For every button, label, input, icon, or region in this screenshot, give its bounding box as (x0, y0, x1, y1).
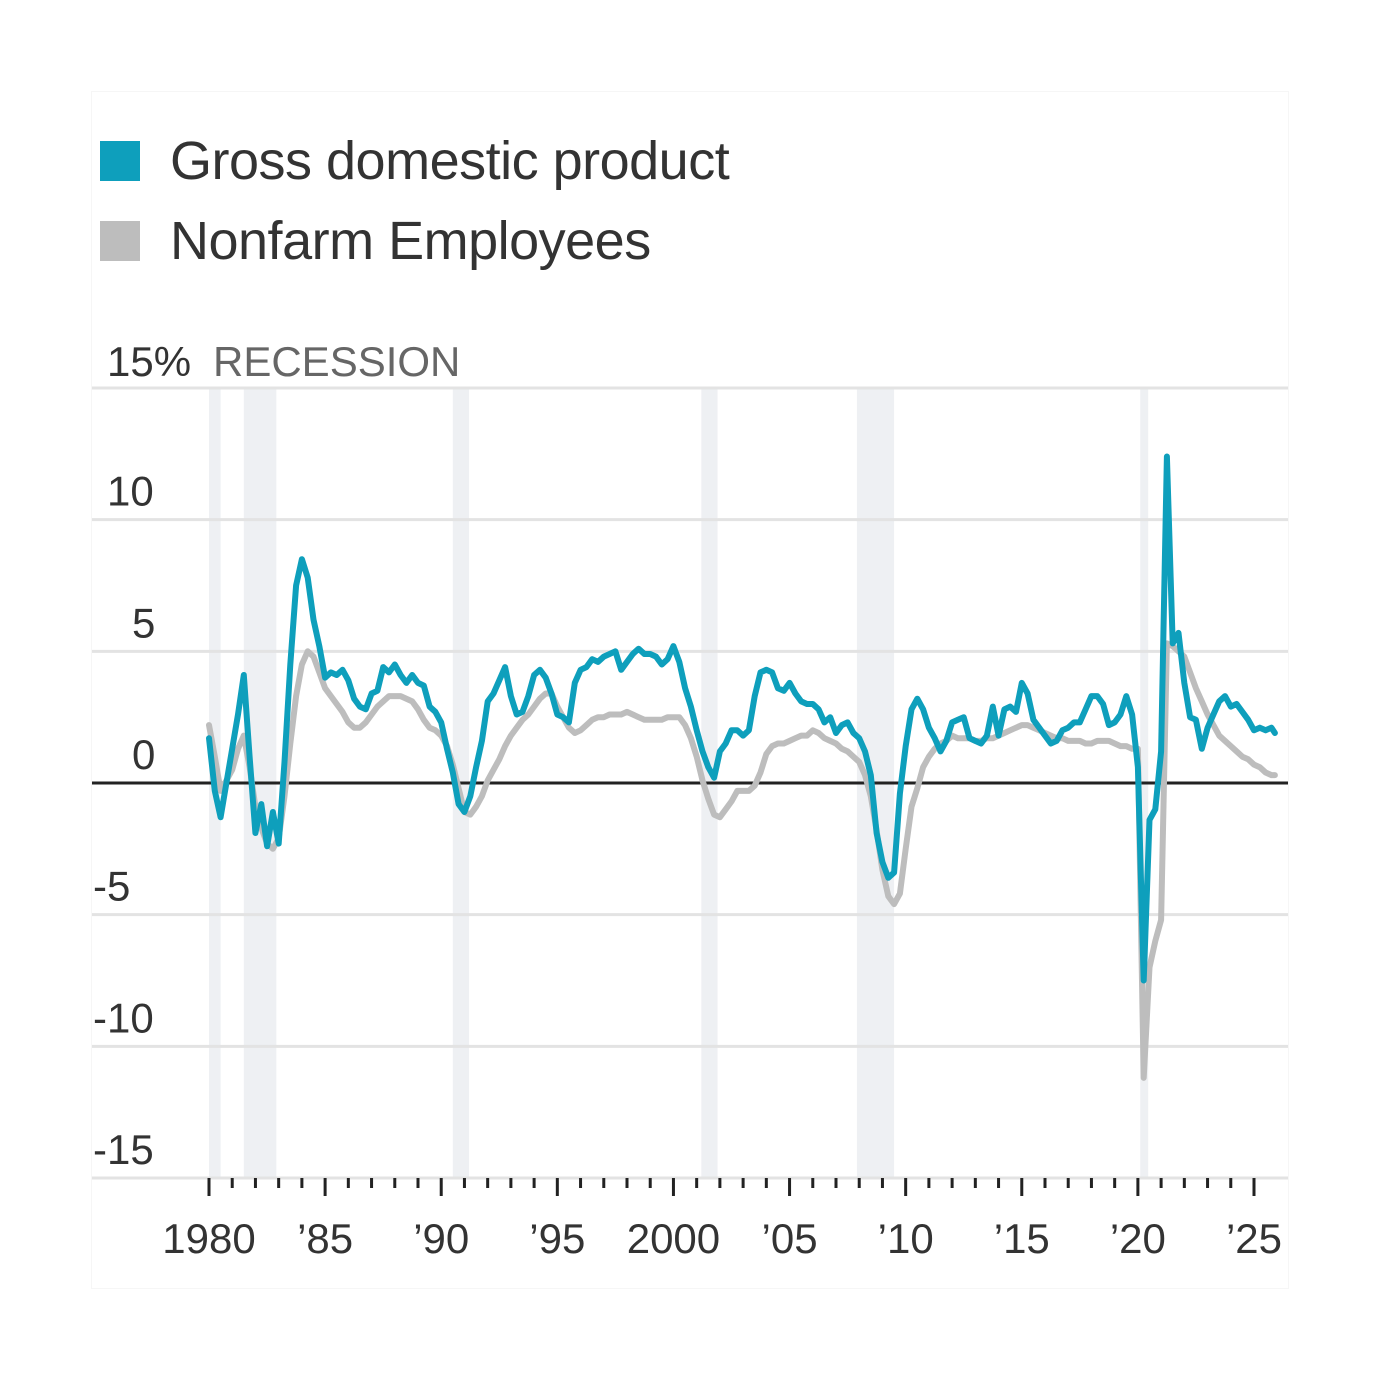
legend-swatch-gdp (100, 141, 140, 181)
y-unit-label: 15% (107, 338, 191, 385)
y-tick-label: -15 (93, 1126, 154, 1173)
legend-label-nonfarm: Nonfarm Employees (170, 211, 651, 271)
axes: 0 1980 ’85 ’90 ’95 2000 ’05 ’10 ’15 ’20 ’25 (92, 731, 1288, 1262)
series-lines (206, 453, 1278, 1081)
x-tick-label: ’20 (1110, 1215, 1166, 1262)
x-tick-label: ’15 (994, 1215, 1050, 1262)
x-tick-label: ’05 (762, 1215, 818, 1262)
series-line-nonfarm (206, 640, 1278, 1081)
series-line-gdp (206, 453, 1278, 984)
y-tick-label: 10 (107, 468, 154, 515)
x-tick-label: 2000 (627, 1215, 720, 1262)
legend-label-gdp: Gross domestic product (170, 131, 730, 191)
y-tick-label: -5 (93, 863, 130, 910)
x-tick-label: 1980 (162, 1215, 255, 1262)
x-tick-label: ’10 (878, 1215, 934, 1262)
y-tick-label: -10 (93, 994, 154, 1041)
x-tick-label: ’95 (529, 1215, 585, 1262)
x-tick-label: ’85 (297, 1215, 353, 1262)
y-tick-label: 5 (132, 599, 155, 646)
legend-item-nonfarm: Nonfarm Employees (100, 210, 651, 272)
x-tick-label: ’25 (1226, 1215, 1282, 1262)
legend-swatch-nonfarm (100, 221, 140, 261)
recession-label: RECESSION (213, 338, 460, 385)
x-tick-label: ’90 (413, 1215, 469, 1262)
y-tick-label: 0 (132, 731, 155, 778)
legend-item-gdp: Gross domestic product (100, 130, 730, 192)
